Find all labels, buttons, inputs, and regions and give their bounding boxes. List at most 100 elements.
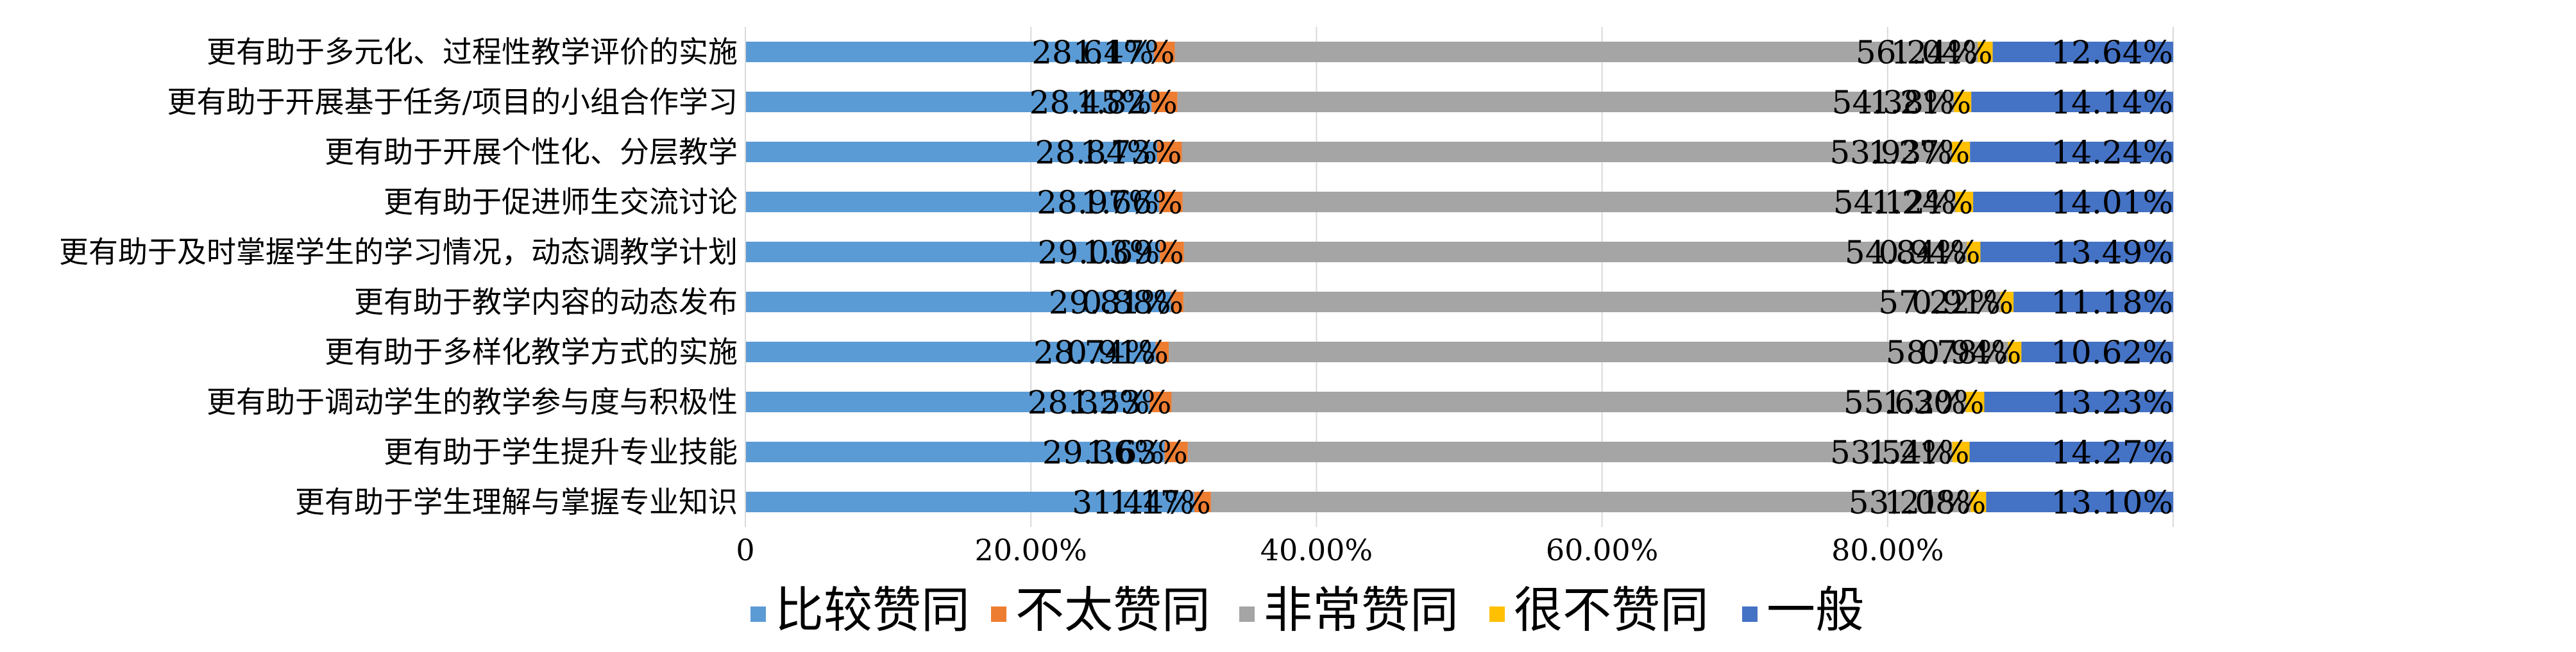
data-label: 29.81% (1049, 284, 1171, 321)
bar-segment (1160, 242, 1184, 262)
data-label: 1.30% (1883, 384, 1985, 421)
data-labels: 28.61%1.47% 56.24%1.04% 12.64% 28.45%1.82% 5… (1028, 34, 2173, 521)
data-label: 28.74% (1033, 334, 1156, 371)
legend-label: 一般 (1767, 581, 1864, 639)
bar-segment (1970, 142, 2174, 162)
bar-segment (1951, 142, 1970, 162)
bar-segment (1169, 342, 2008, 362)
data-label: 1.82% (1076, 84, 1178, 121)
bar-segment (745, 292, 1171, 312)
data-label: 1.21% (1868, 434, 1970, 471)
bar-segment (1182, 192, 1956, 212)
bar-segment (745, 92, 1152, 112)
data-label: 1.17% (1109, 484, 1211, 521)
bar-segment (1965, 392, 1985, 412)
bar-segment (1973, 192, 2173, 212)
bar-segment (1155, 342, 1169, 362)
bar-segment (1164, 442, 1188, 462)
data-label: 14.14% (2051, 84, 2173, 121)
bar-segment (1971, 92, 2173, 112)
bars (745, 42, 2174, 512)
bar-segment (1183, 242, 1967, 262)
bar-segment (745, 192, 1159, 212)
data-label: 56.24% (1856, 34, 1978, 71)
data-label: 1.73% (1080, 134, 1182, 171)
category-label: 更有助于促进师生交流讨论 (384, 185, 738, 219)
legend-label: 非常赞同 (1264, 581, 1459, 639)
bar-segment (1177, 92, 1954, 112)
bar-segment (2021, 342, 2173, 362)
bar-segment (1153, 42, 1175, 62)
category-label: 更有助于开展基于任务/项目的小组合作学习 (167, 85, 738, 119)
data-label: 54.38% (1832, 84, 1954, 121)
legend-swatch (750, 606, 766, 622)
data-label: 55.62% (1843, 384, 1966, 421)
category-label: 更有助于及时掌握学生的学习情况，动态调教学计划 (59, 235, 738, 269)
category-axis: 更有助于多元化、过程性教学评价的实施更有助于开展基于任务/项目的小组合作学习更有… (59, 27, 746, 527)
data-label: 0.91% (1911, 284, 2013, 321)
legend: 比较赞同 不太赞同 非常赞同 很不赞同 一般 (750, 581, 1864, 639)
data-label: 11.18% (2051, 284, 2173, 321)
data-label: 1.27% (1868, 134, 1970, 171)
category-label: 更有助于开展个性化、分层教学 (325, 135, 738, 169)
data-label: 1.66% (1081, 184, 1183, 221)
data-label: 1.21% (1869, 84, 1971, 121)
bar-segment (1149, 392, 1172, 412)
bar-segment (1978, 42, 1993, 62)
data-label: 10.62% (2051, 334, 2173, 371)
x-tick-label: 80.00% (1831, 533, 1944, 567)
data-label: 0.88% (1081, 284, 1183, 321)
legend-swatch (991, 606, 1006, 622)
data-label: 28.97% (1037, 184, 1159, 221)
bar-segment (1171, 392, 1966, 412)
bar-segment (1158, 192, 1183, 212)
data-label: 1.24% (1871, 184, 1973, 221)
legend-label: 很不赞同 (1514, 581, 1709, 639)
x-tick-label: 0 (736, 533, 754, 567)
data-label: 1.53% (1070, 384, 1172, 421)
data-label: 53.21% (1849, 484, 1971, 521)
bar-segment (1955, 192, 1974, 212)
bar-segment (2008, 342, 2022, 362)
bar-segment (1151, 92, 1178, 112)
data-label: 1.63% (1086, 434, 1188, 471)
data-label: 1.69% (1082, 234, 1184, 271)
category-label: 更有助于多样化教学方式的实施 (325, 335, 738, 369)
data-label: 57.22% (1878, 284, 2001, 321)
bar-segment (1187, 442, 1953, 462)
bar-segment (745, 492, 1194, 512)
value-axis: 0 20.00% 40.00% 60.00% 80.00% (736, 533, 1944, 567)
data-label: 13.10% (2051, 484, 2173, 521)
category-label: 更有助于调动学生的教学参与度与积极性 (207, 385, 738, 419)
data-label: 54.84% (1845, 234, 1967, 271)
bar-segment (1980, 242, 2173, 262)
bar-segment (1967, 242, 1981, 262)
data-label: 0.94% (1920, 334, 2022, 371)
bar-segment (1969, 442, 2174, 462)
bar-segment (1970, 492, 1987, 512)
data-label: 58.78% (1886, 334, 2008, 371)
bar-segment (2013, 292, 2173, 312)
legend-label: 比较赞同 (775, 581, 970, 639)
data-label: 1.04% (1891, 34, 1993, 71)
data-label: 14.01% (2051, 184, 2173, 221)
data-label: 53.54% (1830, 434, 1953, 471)
data-label: 14.24% (2051, 134, 2174, 171)
legend-swatch (1239, 606, 1255, 622)
data-label: 28.45% (1030, 84, 1152, 121)
bar-segment (745, 42, 1154, 62)
bar-segment (745, 242, 1160, 262)
data-label: 13.49% (2051, 234, 2173, 271)
data-label: 1.47% (1073, 34, 1175, 71)
data-label: 29.36% (1042, 434, 1165, 471)
bar-segment (1157, 142, 1182, 162)
bar-segment (1952, 442, 1970, 462)
bar-segment (745, 442, 1165, 462)
x-tick-label: 20.00% (974, 533, 1087, 567)
category-label: 更有助于学生理解与掌握专业知识 (295, 485, 738, 519)
data-label: 29.03% (1038, 234, 1160, 271)
data-label: 28.84% (1035, 134, 1157, 171)
bar-segment (1986, 492, 2173, 512)
bar-segment (1174, 42, 1978, 62)
